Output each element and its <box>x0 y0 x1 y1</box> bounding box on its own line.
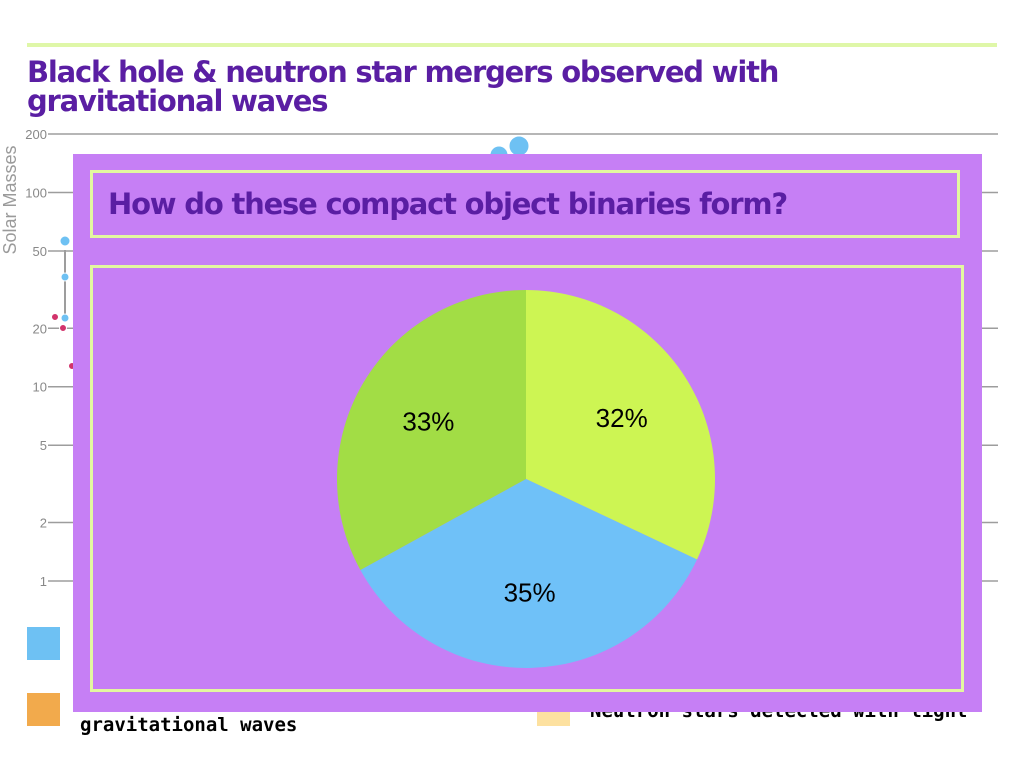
y-tick-label: 200 <box>25 127 47 142</box>
pie-slice-label: 32% <box>596 403 648 433</box>
y-tick-label: 10 <box>33 380 47 395</box>
y-tick-label: 20 <box>33 321 47 336</box>
top-accent-rule <box>27 43 997 47</box>
pie-slice-label: 33% <box>402 406 454 436</box>
y-tick-label: 2 <box>40 516 47 531</box>
scatter-point <box>51 313 59 321</box>
page-title: Black hole & neutron star mergers observ… <box>27 55 779 118</box>
legend-swatch-orange <box>27 693 60 726</box>
pie-slices <box>337 290 715 668</box>
scatter-point <box>60 313 70 323</box>
pie-slice <box>360 479 698 668</box>
y-tick-label: 100 <box>25 185 47 200</box>
scatter-point <box>60 272 70 282</box>
legend-swatch-blue <box>27 627 60 660</box>
pie-chart-frame <box>90 265 964 692</box>
scatter-point <box>59 235 71 247</box>
y-tick-label: 1 <box>40 574 47 589</box>
legend-label-gravitational-waves: gravitational waves <box>80 714 298 736</box>
pie-slice <box>337 290 526 571</box>
y-axis-label: Solar Masses <box>0 145 20 254</box>
pie-labels: 32% 35% 33% <box>402 403 647 607</box>
y-tick-label: 50 <box>33 244 47 259</box>
y-tick-label: 5 <box>40 438 47 453</box>
scatter-point <box>59 324 67 332</box>
question-box: How do these compact object binaries for… <box>90 170 960 238</box>
pie-slice <box>526 290 715 560</box>
pie-slice-label: 35% <box>504 577 556 607</box>
question-text: How do these compact object binaries for… <box>108 187 788 221</box>
